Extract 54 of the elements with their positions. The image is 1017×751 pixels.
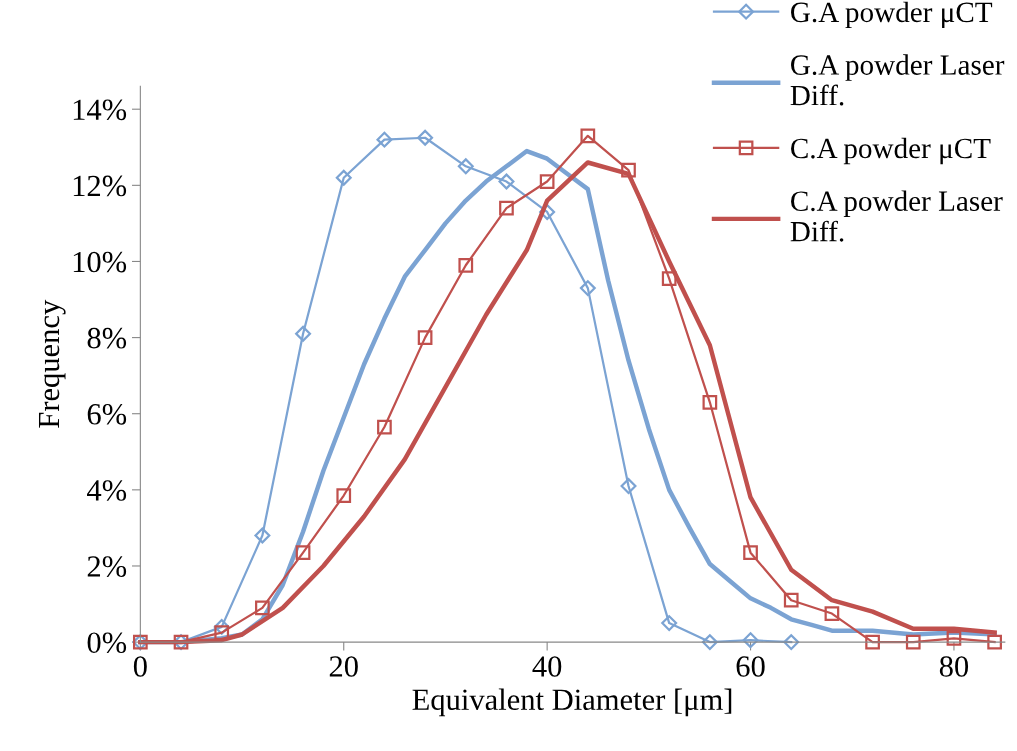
legend-label: C.A powder μCT xyxy=(791,137,991,165)
x-tick-label: 80 xyxy=(939,656,969,677)
x-tick-label: 0 xyxy=(133,656,147,677)
x-tick-label: 60 xyxy=(736,656,765,677)
point xyxy=(743,545,758,561)
point xyxy=(458,257,474,273)
y-tick-label: 10% xyxy=(73,251,127,273)
point xyxy=(661,271,677,286)
x-tick-label: 20 xyxy=(329,656,358,677)
point xyxy=(702,394,718,410)
point xyxy=(987,634,1002,650)
point xyxy=(620,478,637,495)
y-tick-label: 6% xyxy=(87,404,127,425)
x-axis-title: Equivalent Diameter [μm] xyxy=(412,688,732,717)
point xyxy=(539,174,555,189)
point xyxy=(295,545,311,561)
point xyxy=(335,169,352,186)
point xyxy=(417,330,433,345)
point xyxy=(255,600,270,616)
point xyxy=(701,634,718,651)
point xyxy=(295,325,312,342)
point xyxy=(783,634,800,651)
point xyxy=(865,634,880,650)
y-tick-label: 8% xyxy=(87,327,127,349)
point xyxy=(214,625,230,640)
point xyxy=(336,488,352,503)
point xyxy=(946,630,962,646)
y-axis-title: Frequency xyxy=(38,299,66,428)
point xyxy=(254,527,271,544)
point xyxy=(661,615,678,632)
x-tick-label: 40 xyxy=(532,656,562,677)
point xyxy=(377,419,392,435)
point xyxy=(539,203,556,220)
point xyxy=(621,162,636,178)
point xyxy=(213,618,230,635)
point xyxy=(498,173,515,190)
point xyxy=(783,592,799,608)
y-tick-label: 12% xyxy=(73,175,127,197)
legend-label: G.A powder Laser Diff. xyxy=(790,54,1005,106)
y-tick-label: 2% xyxy=(87,556,127,577)
legend-label: G.A powder μCT xyxy=(791,1,993,29)
point xyxy=(376,131,393,148)
y-tick-label: 4% xyxy=(87,480,127,501)
point xyxy=(417,129,434,146)
point xyxy=(457,158,474,175)
point xyxy=(742,632,759,649)
y-tick-label: 14% xyxy=(73,99,127,121)
point xyxy=(905,634,921,650)
point xyxy=(824,606,840,621)
legend-label: C.A powder Laser Diff. xyxy=(790,190,1003,242)
point xyxy=(579,280,596,297)
point xyxy=(499,200,514,216)
point xyxy=(580,128,596,144)
y-tick-label: 0% xyxy=(87,632,127,654)
